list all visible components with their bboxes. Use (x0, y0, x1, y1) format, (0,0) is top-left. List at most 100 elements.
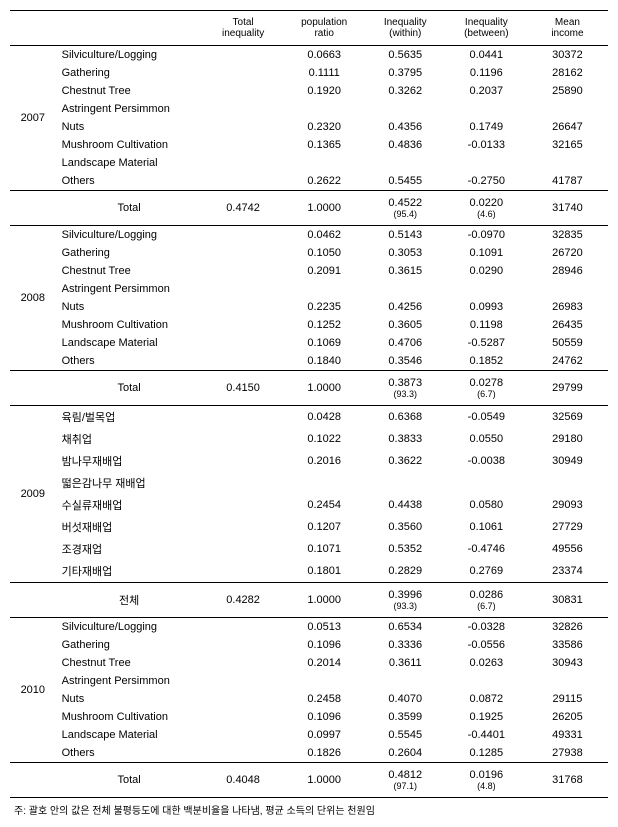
inequality-within: 0.3560 (365, 516, 446, 538)
total-inequality-within: 0.4812(97.1) (365, 763, 446, 798)
category-name: Landscape Material (56, 726, 203, 744)
mean-income: 27938 (527, 744, 608, 763)
year-cell: 2010 (10, 618, 56, 763)
population-ratio: 0.1207 (284, 516, 365, 538)
mean-income: 30949 (527, 450, 608, 472)
total-inequality (203, 538, 284, 560)
population-ratio: 0.1050 (284, 244, 365, 262)
total-inequality (203, 654, 284, 672)
total-inequality (203, 334, 284, 352)
inequality-within: 0.4706 (365, 334, 446, 352)
category-name: 채취업 (56, 428, 203, 450)
mean-income: 29093 (527, 494, 608, 516)
mean-income: 25890 (527, 82, 608, 100)
inequality-between: 0.2037 (446, 82, 527, 100)
inequality-within (365, 280, 446, 298)
mean-income: 24762 (527, 352, 608, 371)
mean-income: 26435 (527, 316, 608, 334)
total-inequality (203, 226, 284, 245)
population-ratio: 0.1801 (284, 560, 365, 583)
total-inequality (203, 494, 284, 516)
category-name: Others (56, 744, 203, 763)
inequality-between: -0.0328 (446, 618, 527, 637)
mean-income: 28946 (527, 262, 608, 280)
inequality-within (365, 672, 446, 690)
inequality-within: 0.3599 (365, 708, 446, 726)
mean-income: 50559 (527, 334, 608, 352)
inequality-between: -0.4746 (446, 538, 527, 560)
category-name: Others (56, 352, 203, 371)
mean-income: 23374 (527, 560, 608, 583)
mean-income: 27729 (527, 516, 608, 538)
inequality-within: 0.4256 (365, 298, 446, 316)
population-ratio (284, 154, 365, 172)
total-total-inequality: 0.4282 (203, 583, 284, 618)
inequality-between: 0.1285 (446, 744, 527, 763)
inequality-within: 0.5143 (365, 226, 446, 245)
category-name: Others (56, 172, 203, 191)
population-ratio: 0.0663 (284, 46, 365, 65)
total-empty (10, 583, 56, 618)
total-inequality (203, 636, 284, 654)
total-inequality-within: 0.3873(93.3) (365, 371, 446, 406)
total-inequality (203, 428, 284, 450)
inequality-within: 0.3262 (365, 82, 446, 100)
category-name: Gathering (56, 636, 203, 654)
category-name: Chestnut Tree (56, 654, 203, 672)
population-ratio (284, 100, 365, 118)
inequality-between: 0.0993 (446, 298, 527, 316)
total-population-ratio: 1.0000 (284, 763, 365, 798)
mean-income: 32165 (527, 136, 608, 154)
inequality-within (365, 100, 446, 118)
total-label: Total (56, 191, 203, 226)
inequality-table: Totalinequality populationratio Inequali… (10, 10, 608, 798)
inequality-between: 0.1925 (446, 708, 527, 726)
population-ratio: 0.1096 (284, 708, 365, 726)
total-inequality-between: 0.0278(6.7) (446, 371, 527, 406)
year-cell: 2009 (10, 406, 56, 583)
population-ratio: 0.2016 (284, 450, 365, 472)
inequality-between: 0.0550 (446, 428, 527, 450)
inequality-between (446, 472, 527, 494)
total-inequality-within: 0.4522(95.4) (365, 191, 446, 226)
total-inequality (203, 118, 284, 136)
total-empty (10, 191, 56, 226)
category-name: Mushroom Cultivation (56, 708, 203, 726)
population-ratio: 0.2320 (284, 118, 365, 136)
category-name: Silviculture/Logging (56, 226, 203, 245)
category-name: Mushroom Cultivation (56, 136, 203, 154)
mean-income (527, 154, 608, 172)
footnote: 주: 괄호 안의 값은 전체 불평등도에 대한 백분비율을 나타냄, 평균 소득… (10, 802, 608, 817)
total-inequality-between: 0.0220(4.6) (446, 191, 527, 226)
total-total-inequality: 0.4048 (203, 763, 284, 798)
inequality-between: -0.4401 (446, 726, 527, 744)
population-ratio: 0.0513 (284, 618, 365, 637)
total-inequality (203, 280, 284, 298)
inequality-between (446, 280, 527, 298)
inequality-between: 0.1852 (446, 352, 527, 371)
total-mean-income: 31740 (527, 191, 608, 226)
population-ratio: 0.1071 (284, 538, 365, 560)
header-inequality-within: Inequality(within) (365, 11, 446, 46)
total-population-ratio: 1.0000 (284, 191, 365, 226)
total-inequality (203, 136, 284, 154)
total-inequality (203, 244, 284, 262)
category-name: 조경재업 (56, 538, 203, 560)
inequality-within: 0.3611 (365, 654, 446, 672)
total-inequality (203, 690, 284, 708)
mean-income: 32569 (527, 406, 608, 429)
mean-income: 33586 (527, 636, 608, 654)
population-ratio: 0.1840 (284, 352, 365, 371)
inequality-within: 0.6534 (365, 618, 446, 637)
inequality-within: 0.4070 (365, 690, 446, 708)
population-ratio: 0.1022 (284, 428, 365, 450)
total-inequality (203, 516, 284, 538)
mean-income (527, 472, 608, 494)
total-inequality (203, 450, 284, 472)
mean-income: 29180 (527, 428, 608, 450)
inequality-within: 0.2829 (365, 560, 446, 583)
total-inequality (203, 708, 284, 726)
total-inequality (203, 726, 284, 744)
year-cell: 2007 (10, 46, 56, 191)
header-empty-1 (10, 11, 56, 46)
